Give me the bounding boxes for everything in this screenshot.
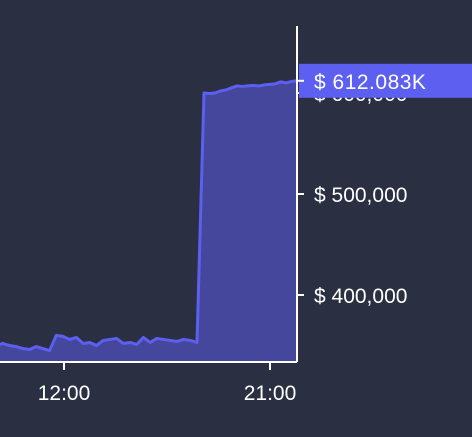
x-tick-label: 12:00 — [38, 382, 91, 405]
price-badge-label: $ 612.083K — [314, 71, 426, 94]
y-tick-label: $ 500,000 — [314, 184, 407, 207]
price-badge — [299, 63, 472, 98]
x-axis-clip — [297, 364, 472, 434]
series-area — [0, 80, 297, 362]
y-tick-label: $ 400,000 — [314, 285, 407, 308]
x-tick-label: 21:00 — [244, 382, 297, 405]
series-line — [0, 79, 299, 353]
